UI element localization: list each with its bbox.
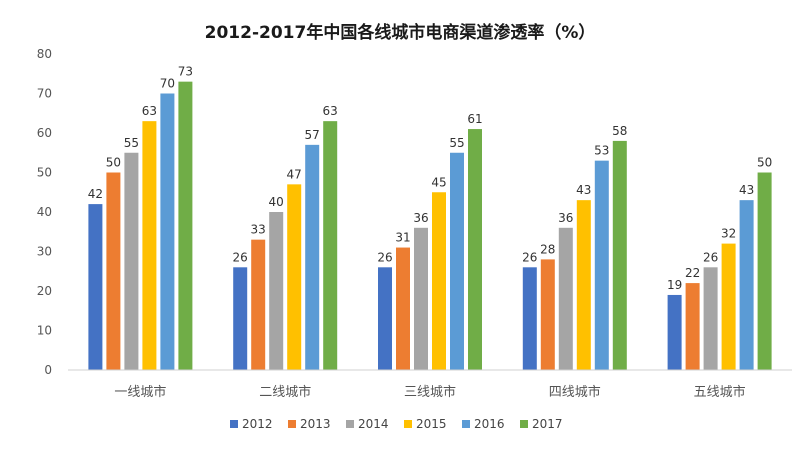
data-label: 28 bbox=[540, 242, 555, 256]
legend-label: 2017 bbox=[532, 417, 563, 431]
bar-2014-2 bbox=[269, 212, 284, 370]
bar-2013-4 bbox=[540, 259, 555, 370]
data-label: 26 bbox=[522, 250, 537, 264]
bar-2015-5 bbox=[721, 243, 736, 370]
bar-2013-3 bbox=[396, 247, 410, 370]
x-category-label: 二线城市 bbox=[259, 384, 311, 400]
bar-2016-4 bbox=[594, 160, 609, 370]
bar-2013-1 bbox=[106, 172, 121, 370]
data-label: 43 bbox=[576, 183, 591, 197]
bar-2015-4 bbox=[576, 200, 591, 370]
legend-label: 2013 bbox=[300, 417, 331, 431]
bar-2012-3 bbox=[378, 267, 392, 370]
bar-2015-1 bbox=[142, 121, 157, 371]
chart-title: 2012-2017年中国各线城市电商渠道渗透率（%） bbox=[204, 23, 596, 43]
data-label: 40 bbox=[269, 195, 284, 209]
x-axis: 一线城市 二线城市 三线城市 四线城市 五线城市 bbox=[68, 369, 792, 400]
data-label: 63 bbox=[142, 104, 157, 118]
data-label: 57 bbox=[305, 128, 320, 142]
data-label: 73 bbox=[178, 65, 193, 79]
bar-2016-3 bbox=[450, 152, 464, 370]
bar-2013-2 bbox=[251, 239, 266, 370]
data-label: 33 bbox=[251, 223, 266, 237]
data-label: 58 bbox=[612, 124, 627, 138]
bar-2017-2 bbox=[323, 121, 338, 371]
data-label: 32 bbox=[721, 227, 736, 241]
x-category-label: 四线城市 bbox=[549, 384, 601, 400]
legend-label: 2015 bbox=[416, 417, 447, 431]
legend-label: 2014 bbox=[358, 417, 389, 431]
data-label: 36 bbox=[413, 211, 428, 225]
data-label: 55 bbox=[124, 136, 139, 150]
y-tick-label: 70 bbox=[37, 87, 52, 101]
y-tick-label: 30 bbox=[37, 245, 52, 259]
bar-2015-3 bbox=[432, 192, 446, 370]
bar-2014-4 bbox=[558, 227, 573, 370]
x-category-label: 一线城市 bbox=[114, 384, 166, 400]
data-label: 63 bbox=[323, 104, 338, 118]
data-label: 31 bbox=[395, 231, 410, 245]
bar-2012-1 bbox=[88, 204, 103, 370]
data-label: 47 bbox=[287, 167, 302, 181]
data-label: 26 bbox=[233, 250, 248, 264]
bar-2014-5 bbox=[703, 267, 718, 370]
bar-2012-5 bbox=[667, 294, 682, 370]
data-label: 43 bbox=[739, 183, 754, 197]
legend-swatch bbox=[520, 420, 528, 428]
x-category-label: 三线城市 bbox=[404, 384, 456, 400]
legend-swatch bbox=[230, 420, 238, 428]
data-label: 55 bbox=[449, 136, 464, 150]
data-label: 50 bbox=[757, 156, 772, 170]
y-tick-label: 60 bbox=[37, 126, 52, 140]
data-label: 22 bbox=[685, 266, 700, 280]
bar-2014-1 bbox=[124, 152, 139, 370]
legend-swatch bbox=[404, 420, 412, 428]
bar-2016-2 bbox=[305, 144, 320, 370]
bar-2017-4 bbox=[612, 140, 627, 370]
y-axis: 0 10 20 30 40 50 60 70 80 bbox=[37, 47, 52, 377]
y-tick-label: 0 bbox=[44, 363, 52, 377]
bar-2016-1 bbox=[160, 93, 175, 370]
bar-2013-5 bbox=[685, 283, 700, 370]
legend-swatch bbox=[462, 420, 470, 428]
y-tick-label: 40 bbox=[37, 205, 52, 219]
data-label: 50 bbox=[106, 156, 121, 170]
bar-2012-4 bbox=[522, 267, 537, 370]
data-label: 26 bbox=[703, 250, 718, 264]
bar-2017-1 bbox=[178, 81, 193, 371]
bars: 4250556370732633404757632631364555612628… bbox=[88, 65, 772, 371]
data-label: 45 bbox=[431, 175, 446, 189]
bar-2016-5 bbox=[739, 200, 754, 370]
y-tick-label: 80 bbox=[37, 47, 52, 61]
bar-2014-3 bbox=[414, 227, 428, 370]
y-tick-label: 50 bbox=[37, 166, 52, 180]
data-label: 19 bbox=[667, 278, 682, 292]
legend-label: 2016 bbox=[474, 417, 505, 431]
data-label: 70 bbox=[160, 77, 175, 91]
bar-2015-2 bbox=[287, 184, 302, 370]
bar-2017-3 bbox=[468, 129, 482, 370]
data-label: 53 bbox=[594, 144, 609, 158]
y-tick-label: 20 bbox=[37, 284, 52, 298]
legend-swatch bbox=[346, 420, 354, 428]
legend: 2012 2013 2014 2015 2016 2017 bbox=[230, 417, 563, 431]
data-label: 36 bbox=[558, 211, 573, 225]
legend-label: 2012 bbox=[242, 417, 273, 431]
x-category-label: 五线城市 bbox=[694, 384, 746, 400]
bar-2012-2 bbox=[233, 267, 248, 370]
data-label: 42 bbox=[88, 187, 103, 201]
bar-2017-5 bbox=[757, 172, 772, 370]
legend-swatch bbox=[288, 420, 296, 428]
data-label: 26 bbox=[377, 250, 392, 264]
data-label: 61 bbox=[467, 112, 482, 126]
y-tick-label: 10 bbox=[37, 324, 52, 338]
